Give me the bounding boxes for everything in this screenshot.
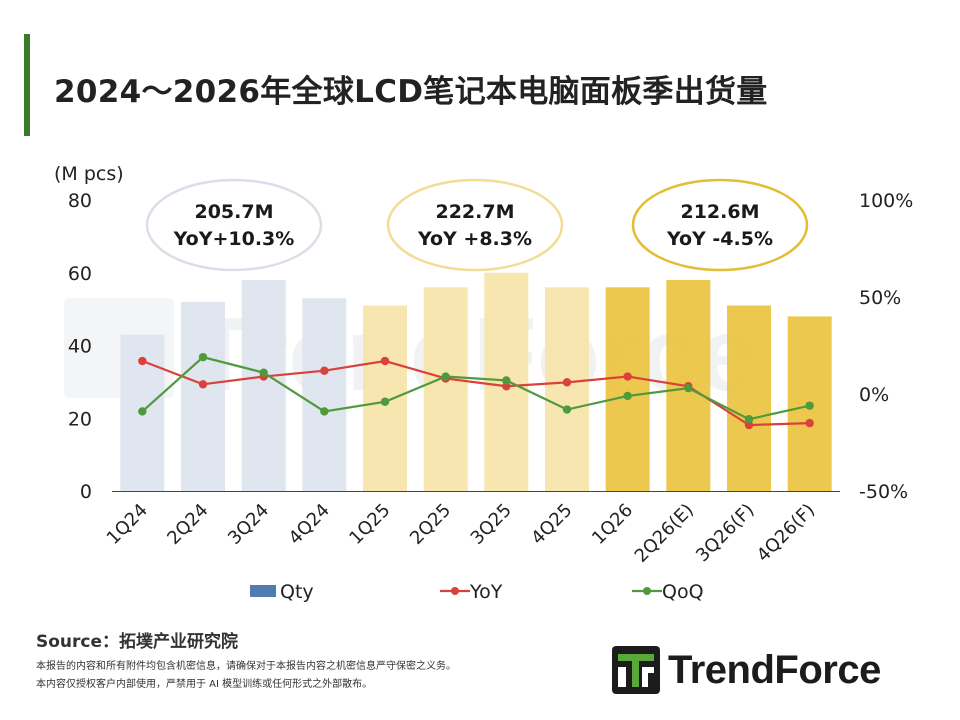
y-axis-tick-label: 0 [80, 481, 92, 503]
legend-label: Qty [280, 581, 314, 603]
confidential-note-2: 本内容仅授权客户内部使用，严禁用于 AI 模型训练或任何形式之外部散布。 [36, 679, 373, 690]
annotation-yoy: YoY -4.5% [666, 228, 773, 250]
qoq-point [259, 368, 268, 377]
qty-bar [181, 301, 225, 491]
legend-label: YoY [469, 581, 503, 603]
qty-bar [423, 287, 468, 491]
x-axis-tick-label: 4Q25 [527, 500, 576, 549]
yoy-point [380, 356, 390, 366]
yoy-point [198, 380, 208, 389]
x-axis-tick-label: 1Q24 [103, 500, 152, 549]
qoq-point [684, 383, 693, 393]
x-axis-tick-label: 3Q26(F) [692, 500, 758, 566]
legend-qty-swatch [250, 585, 276, 597]
annotation-total: 205.7M [194, 201, 273, 223]
x-axis-tick-label: 4Q24 [285, 500, 334, 549]
yoy-point [138, 356, 147, 366]
annotation-ellipse [145, 178, 323, 272]
qoq-point [805, 401, 814, 410]
annotation-total: 212.6M [680, 201, 759, 223]
qoq-point [623, 391, 632, 401]
x-axis-tick-label: 1Q26 [588, 500, 637, 549]
y-axis-tick-label: 40 [68, 336, 92, 358]
x-axis-tick-label: 2Q25 [406, 500, 455, 549]
qoq-point [320, 407, 329, 416]
x-axis-tick-label: 3Q24 [224, 500, 273, 549]
legend-label: QoQ [662, 581, 704, 603]
x-axis-tick-label: 3Q25 [467, 500, 516, 549]
title-accent-bar [24, 34, 30, 136]
qty-bar [545, 287, 589, 491]
qoq-point [502, 376, 511, 385]
page-title: 2024～2026年全球LCD笔记本电脑面板季出货量 [54, 74, 768, 110]
yoy-point [744, 420, 754, 430]
y-axis-tick-label: 80 [68, 190, 92, 212]
qoq-point [138, 407, 147, 416]
confidential-note-1: 本报告的内容和所有附件均包含机密信息，请确保对于本报告内容之机密信息严守保密之义… [36, 661, 456, 672]
annotation-ellipse [631, 178, 809, 272]
brand-logo: TrendForce [612, 646, 881, 694]
brand-name: TrendForce [668, 647, 881, 692]
annotation-ellipse [386, 178, 564, 272]
y2-axis-tick-label: 50% [859, 287, 901, 309]
annotation-total: 222.7M [435, 201, 514, 223]
yoy-point [320, 366, 329, 375]
legend-qoq-marker [643, 587, 651, 595]
qoq-point [562, 405, 572, 414]
y2-axis-tick-label: 0% [859, 384, 889, 406]
qty-bar [302, 298, 347, 491]
qoq-point [744, 415, 754, 424]
trendforce-logo-icon [612, 646, 660, 694]
qoq-point [441, 372, 450, 381]
yoy-point [502, 382, 511, 391]
x-axis-tick-label: 1Q25 [345, 500, 394, 549]
watermark: TrendForce [64, 297, 756, 413]
legend-yoy-marker [451, 587, 459, 595]
x-axis-tick-label: 2Q26(E) [631, 500, 698, 567]
annotation-yoy: YoY +8.3% [417, 228, 532, 250]
yoy-point [623, 372, 632, 381]
x-axis-tick-label: 4Q26(F) [753, 500, 819, 566]
chart: TrendForce 0 20 40 60 80 -50% 0% 50% 100% (M pcs)… [54, 163, 913, 603]
y2-axis-tick-label: -50% [859, 481, 908, 503]
y-axis-tick-label: 60 [68, 263, 92, 285]
qoq-point [380, 397, 390, 406]
x-axis-tick-label: 2Q24 [163, 500, 212, 549]
y-axis-unit-label: (M pcs) [54, 163, 124, 185]
qoq-line [141, 355, 810, 421]
qty-bar [727, 305, 771, 491]
yoy-point [562, 378, 572, 387]
qoq-point [198, 352, 208, 362]
source-text: Source：拓墣产业研究院 [36, 632, 239, 652]
qty-bar [605, 287, 650, 491]
qty-bar [241, 280, 286, 491]
y2-axis-tick-label: 100% [859, 190, 913, 212]
yoy-point [805, 418, 814, 428]
y-axis-tick-label: 20 [68, 408, 92, 430]
annotation-yoy: YoY+10.3% [173, 228, 295, 250]
